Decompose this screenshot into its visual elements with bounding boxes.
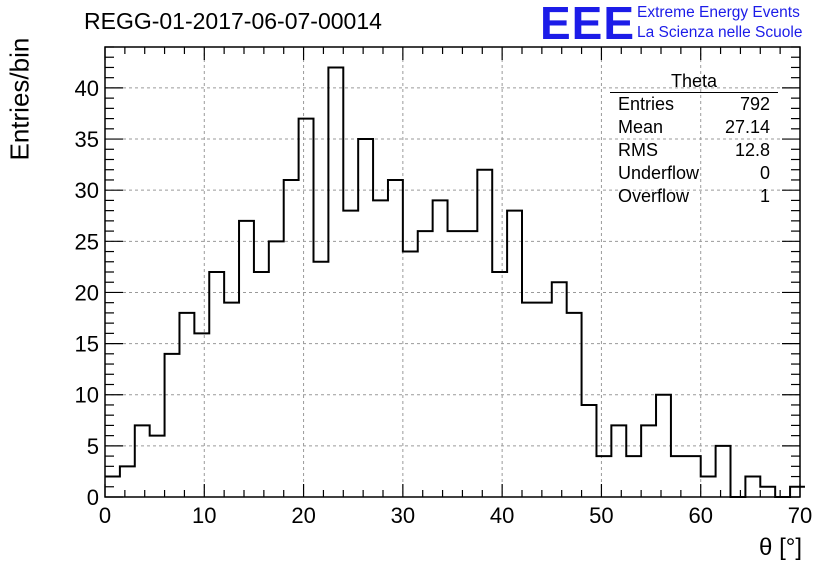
y-tick-labels: 0 5 10 15 20 25 30 35 40	[75, 76, 99, 510]
stats-value: 0	[759, 163, 770, 183]
y-tick-label: 5	[87, 434, 99, 459]
y-tick-label: 20	[75, 280, 99, 305]
y-tick-label: 35	[75, 127, 99, 152]
stats-value: 27.14	[724, 117, 770, 137]
histogram-line	[105, 66, 805, 498]
stats-row-mean: Mean 27.14	[610, 116, 778, 139]
y-tick-label: 15	[75, 332, 99, 357]
y-tick-label: 10	[75, 383, 99, 408]
stats-value: 12.8	[734, 140, 770, 160]
y-tick-label: 30	[75, 178, 99, 203]
y-tick-label: 0	[87, 485, 99, 510]
axis-ticks	[104, 46, 801, 498]
stats-label: Entries	[618, 94, 675, 114]
stats-label: RMS	[618, 140, 658, 160]
stats-row-underflow: Underflow 0	[610, 162, 778, 185]
plot-frame	[104, 46, 801, 498]
stats-box: Theta Entries 792 Mean 27.14 RMS 12.8 Un…	[610, 70, 778, 208]
x-tick-label: 0	[99, 503, 111, 528]
stats-row-overflow: Overflow 1	[610, 185, 778, 208]
x-axis-label: θ [°]	[759, 534, 802, 561]
eee-logo: EEE	[540, 0, 636, 49]
x-tick-labels: 0 10 20 30 40 50 60 70	[99, 503, 812, 528]
y-tick-label: 40	[75, 76, 99, 101]
y-axis-label: Entries/bin	[4, 37, 35, 161]
stats-value: 1	[759, 186, 770, 206]
stats-label: Underflow	[618, 163, 700, 183]
x-tick-label: 20	[291, 503, 315, 528]
stats-label: Overflow	[618, 186, 690, 206]
stats-label: Mean	[618, 117, 664, 137]
logo-subtitle-line2: La Scienza nelle Scuole	[637, 24, 803, 41]
stats-title: Theta	[610, 70, 778, 93]
x-tick-label: 70	[788, 503, 812, 528]
y-tick-label: 25	[75, 229, 99, 254]
stats-row-entries: Entries 792	[610, 93, 778, 116]
stats-value: 792	[739, 94, 770, 114]
chart-title: REGG-01-2017-06-07-00014	[84, 8, 382, 34]
x-tick-label: 60	[688, 503, 712, 528]
x-tick-label: 40	[490, 503, 514, 528]
stats-row-rms: RMS 12.8	[610, 139, 778, 162]
x-tick-label: 10	[192, 503, 216, 528]
x-tick-label: 30	[391, 503, 415, 528]
logo-subtitle-line1: Extreme Energy Events	[637, 4, 800, 21]
x-tick-label: 50	[589, 503, 613, 528]
